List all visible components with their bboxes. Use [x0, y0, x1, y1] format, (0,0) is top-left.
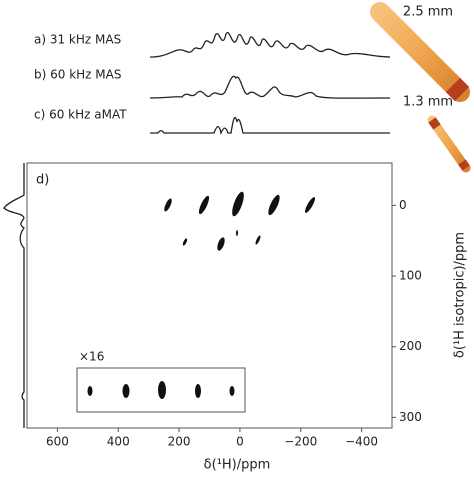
- x-tick-label: −400: [345, 435, 378, 449]
- spectrum-b: [149, 75, 391, 99]
- plot-area: d) ×16: [26, 162, 393, 429]
- peaks: [164, 191, 315, 251]
- panel-label: d): [36, 173, 49, 188]
- x-tick-label: −200: [284, 435, 317, 449]
- inset-frame: [76, 367, 246, 413]
- y-tick-label: 100: [399, 269, 422, 283]
- x-tick-label: 600: [46, 435, 69, 449]
- spectrum-a: [149, 31, 391, 58]
- rotor-label: 1.3 mm: [403, 95, 453, 110]
- inset-label: ×16: [79, 350, 104, 364]
- x-tick-label: 400: [107, 435, 130, 449]
- rotor-small: [427, 115, 471, 173]
- inset-peaks: [87, 381, 235, 399]
- y-tick-label: 200: [399, 339, 422, 353]
- x-tick-label: 0: [236, 435, 244, 449]
- y-axis-label: δ(¹H isotropic)/ppm: [453, 232, 468, 358]
- spectrum-c: [150, 117, 390, 136]
- trace-label: b) 60 kHz MAS: [34, 68, 121, 82]
- x-axis-label: δ(¹H)/ppm: [204, 458, 271, 473]
- projection: [3, 163, 25, 428]
- x-tick-label: 200: [168, 435, 191, 449]
- trace-label: c) 60 kHz aMAT: [34, 108, 127, 122]
- rotor-label: 2.5 mm: [403, 5, 453, 20]
- y-tick-label: 300: [399, 410, 422, 424]
- trace-label: a) 31 kHz MAS: [34, 33, 121, 47]
- y-tick-label: 0: [399, 198, 407, 212]
- axes-frame: [26, 162, 393, 429]
- rotor-large: [370, 2, 470, 102]
